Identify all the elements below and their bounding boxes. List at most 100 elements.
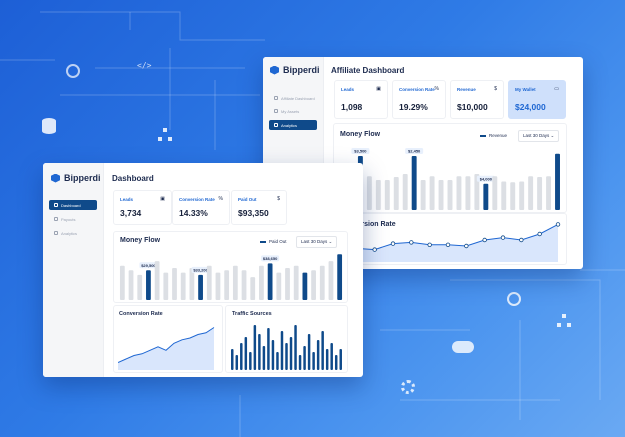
chart-bar bbox=[319, 265, 325, 300]
conversion-rate-panel: Conversion Rate bbox=[333, 213, 567, 265]
date-range-dropdown[interactable]: Last 30 Days ⌄ bbox=[296, 236, 338, 248]
chart-bar bbox=[244, 337, 248, 370]
data-label-bg bbox=[351, 148, 370, 154]
money-flow-title: Money Flow bbox=[120, 237, 161, 244]
chart-icon bbox=[274, 123, 278, 127]
traffic-sources-title: Traffic Sources bbox=[232, 311, 272, 317]
chart-icon bbox=[54, 231, 58, 235]
chart-bar bbox=[172, 268, 177, 300]
chart-bar bbox=[303, 346, 306, 370]
chart-bar bbox=[294, 325, 297, 370]
dollar-icon: $ bbox=[277, 196, 280, 202]
chart-bar bbox=[339, 349, 342, 370]
money-flow-chart: $3,500 $2,450 $4,000 bbox=[340, 148, 560, 210]
cloud-icon bbox=[452, 341, 474, 353]
sidebar-item-analytics[interactable]: Analytics bbox=[269, 120, 317, 130]
chart-bar bbox=[510, 182, 516, 210]
database-icon bbox=[42, 118, 56, 134]
chart-bar bbox=[258, 334, 261, 370]
stat-label: My Wallet bbox=[515, 87, 536, 92]
conversion-rate-chart bbox=[338, 222, 561, 262]
chart-bar bbox=[267, 328, 270, 370]
chart-bar bbox=[259, 265, 264, 300]
conversion-rate-title: Conversion Rate bbox=[340, 221, 396, 228]
chart-bar bbox=[146, 270, 151, 300]
brand-logo[interactable]: Bipperdi bbox=[51, 173, 101, 183]
chart-bar bbox=[528, 176, 534, 210]
chart-bar bbox=[285, 343, 288, 370]
chart-bar bbox=[189, 268, 195, 300]
chart-bar bbox=[328, 261, 334, 300]
chart-bar bbox=[492, 176, 498, 210]
stat-label: Leads bbox=[341, 87, 355, 92]
sidebar-item-analytics[interactable]: Analytics bbox=[49, 228, 97, 238]
chart-bar bbox=[483, 183, 489, 210]
chart-bar bbox=[429, 176, 435, 210]
stat-card-conversion-rate: Conversion Rate % 14.33% bbox=[172, 190, 230, 225]
chart-bar bbox=[280, 331, 284, 370]
stat-value: $93,350 bbox=[238, 208, 269, 218]
chart-bar bbox=[337, 254, 343, 300]
chart-bar bbox=[519, 181, 525, 210]
data-label-bg bbox=[191, 266, 210, 273]
sidebar-item-dashboard[interactable]: Dashboard bbox=[49, 200, 97, 210]
data-point bbox=[372, 247, 377, 252]
chart-bar bbox=[293, 265, 299, 300]
chart-bar bbox=[501, 181, 507, 210]
chart-bar bbox=[302, 272, 308, 300]
page-title: Dashboard bbox=[112, 174, 154, 183]
data-label-bg bbox=[261, 255, 280, 262]
sidebar-item-payouts[interactable]: Payouts bbox=[49, 214, 97, 224]
data-label: $3,500 bbox=[354, 149, 367, 154]
sidebar-item-my-assets[interactable]: My Assets bbox=[269, 106, 317, 116]
stat-value: 3,734 bbox=[120, 208, 142, 218]
date-range-dropdown[interactable]: Last 30 Days ⌄ bbox=[518, 130, 560, 142]
chart-bar bbox=[128, 270, 134, 300]
chart-bar bbox=[240, 343, 243, 370]
brand-logo[interactable]: Bipperdi bbox=[270, 65, 320, 75]
chart-bar bbox=[206, 265, 212, 300]
stat-label: Conversion Rate bbox=[399, 87, 435, 92]
data-point bbox=[500, 235, 506, 240]
briefcase-icon: ▣ bbox=[376, 86, 381, 92]
chart-bar bbox=[325, 349, 329, 370]
chart-bar bbox=[402, 174, 408, 210]
chart-bar bbox=[307, 334, 311, 370]
stat-value: 1,098 bbox=[341, 102, 363, 112]
logo-icon bbox=[270, 65, 279, 75]
data-label-bg bbox=[405, 148, 424, 154]
chevron-down-icon: ⌄ bbox=[328, 239, 333, 244]
chart-bar bbox=[119, 265, 125, 300]
home-icon bbox=[274, 96, 278, 100]
area-fill bbox=[338, 224, 558, 262]
stat-card-conversion-rate: Conversion Rate % 19.29% bbox=[392, 80, 446, 119]
chart-bar bbox=[180, 272, 186, 300]
data-label: $33,200 bbox=[193, 268, 208, 273]
chart-bar bbox=[334, 355, 338, 370]
chart-bar bbox=[411, 156, 417, 210]
traffic-sources-chart bbox=[231, 325, 342, 370]
chart-bar bbox=[198, 274, 203, 300]
chart-bar bbox=[298, 355, 302, 370]
home-icon bbox=[54, 203, 58, 207]
chevron-down-icon: ⌄ bbox=[550, 133, 555, 138]
chart-bar bbox=[546, 176, 552, 210]
stat-value: $24,000 bbox=[515, 102, 546, 112]
money-flow-panel: Money Flow Paid Out Last 30 Days ⌄ $29,5… bbox=[113, 231, 348, 303]
data-point bbox=[464, 243, 469, 249]
stat-card-my-wallet[interactable]: My Wallet ▭ $24,000 bbox=[508, 80, 566, 119]
data-point bbox=[409, 240, 414, 245]
chart-bar bbox=[249, 352, 252, 370]
chart-bar bbox=[235, 355, 239, 370]
chart-bar bbox=[267, 263, 273, 300]
gear-icon bbox=[401, 380, 415, 394]
stat-card-revenue: Revenue $ $10,000 bbox=[450, 80, 504, 119]
legend-swatch bbox=[260, 240, 266, 243]
stat-card-leads: Leads ▣ 1,098 bbox=[334, 80, 388, 119]
chart-bar bbox=[253, 325, 257, 370]
chart-bar bbox=[456, 176, 462, 210]
chart-bar bbox=[393, 177, 399, 210]
chart-bar bbox=[375, 180, 381, 210]
sidebar-item-affiliate-dashboard[interactable]: Affiliate Dashboard bbox=[269, 93, 317, 103]
